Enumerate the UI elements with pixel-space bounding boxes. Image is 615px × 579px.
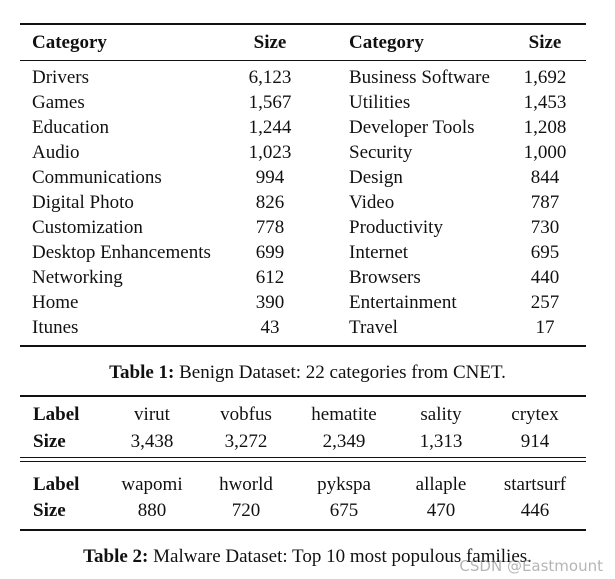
cell: virut [134,404,170,425]
column-header: Size [253,32,287,53]
cell: Utilities [349,92,411,113]
cell: 787 [530,192,560,213]
cell: 3,272 [224,431,268,452]
cell: 2,349 [322,431,366,452]
row-header: Size [33,431,66,452]
cell: Digital Photo [32,192,134,213]
cell: Audio [32,142,80,163]
cell: Developer Tools [349,117,475,138]
header-rule [20,60,586,61]
cell: 1,023 [248,142,292,163]
double-rule [20,457,586,458]
row-header: Label [33,404,80,425]
watermark: CSDN @Eastmount [459,557,603,575]
cell: Games [32,92,85,113]
cell: 43 [260,317,280,338]
bottom-rule [20,345,586,347]
cell: 257 [530,292,560,313]
cell: 880 [137,500,167,521]
cell: Design [349,167,403,188]
column-header: Category [349,32,424,53]
top-rule [20,23,586,25]
cell: 699 [255,242,285,263]
cell: Productivity [349,217,443,238]
cell: sality [420,404,462,425]
cell: 440 [530,267,560,288]
caption: Table 1: Benign Dataset: 22 categories f… [0,362,615,384]
cell: wapomi [121,474,183,495]
cell: Entertainment [349,292,457,313]
cell: Video [349,192,395,213]
cell: 1,692 [523,67,567,88]
cell: hematite [311,404,377,425]
cell: Communications [32,167,162,188]
row-header: Label [33,474,80,495]
cell: 778 [255,217,285,238]
cell: 695 [530,242,560,263]
caption-label: Table 2: [83,546,149,567]
cell: 1,244 [248,117,292,138]
cell: 3,438 [130,431,174,452]
cell: Customization [32,217,143,238]
column-header: Size [528,32,562,53]
cell: Itunes [32,317,79,338]
cell: Education [32,117,110,138]
cell: allaple [415,474,467,495]
cell: 914 [520,431,550,452]
double-rule [20,461,586,462]
cell: startsurf [503,474,567,495]
cell: 17 [535,317,555,338]
cell: 730 [530,217,560,238]
caption-text: Malware Dataset: Top 10 most populous fa… [153,546,532,567]
cell: Security [349,142,413,163]
cell: Browsers [349,267,421,288]
cell: 6,123 [248,67,292,88]
cell: Business Software [349,67,490,88]
cell: hworld [219,474,273,495]
cell: 675 [329,500,359,521]
cell: 720 [231,500,261,521]
cell: 446 [520,500,550,521]
row-header: Size [33,500,66,521]
cell: Drivers [32,67,89,88]
cell: 826 [255,192,285,213]
top-rule [20,395,586,397]
cell: 1,000 [523,142,567,163]
cell: Home [32,292,79,313]
cell: vobfus [220,404,272,425]
cell: 844 [530,167,560,188]
cell: pykspa [317,474,371,495]
cell: Desktop Enhancements [32,242,211,263]
caption-label: Table 1: [109,362,175,383]
cell: crytex [511,404,559,425]
cell: Internet [349,242,409,263]
cell: 1,453 [523,92,567,113]
bottom-rule [20,529,586,531]
cell: 470 [426,500,456,521]
cell: 612 [255,267,285,288]
cell: 1,208 [523,117,567,138]
column-header: Category [32,32,107,53]
cell: 994 [255,167,285,188]
cell: Travel [349,317,398,338]
caption: Table 2: Malware Dataset: Top 10 most po… [0,546,615,568]
cell: 390 [255,292,285,313]
cell: 1,313 [419,431,463,452]
caption-text: Benign Dataset: 22 categories from CNET. [179,362,506,383]
cell: 1,567 [248,92,292,113]
cell: Networking [32,267,123,288]
